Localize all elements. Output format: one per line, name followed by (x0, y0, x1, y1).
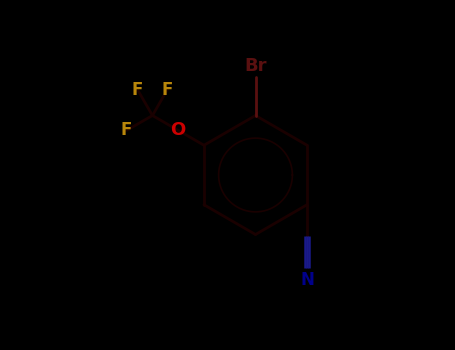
Text: Br: Br (244, 57, 267, 75)
Text: F: F (132, 81, 143, 99)
Text: O: O (171, 121, 186, 139)
Text: N: N (300, 271, 314, 288)
Text: F: F (162, 81, 173, 99)
Text: F: F (121, 121, 132, 139)
